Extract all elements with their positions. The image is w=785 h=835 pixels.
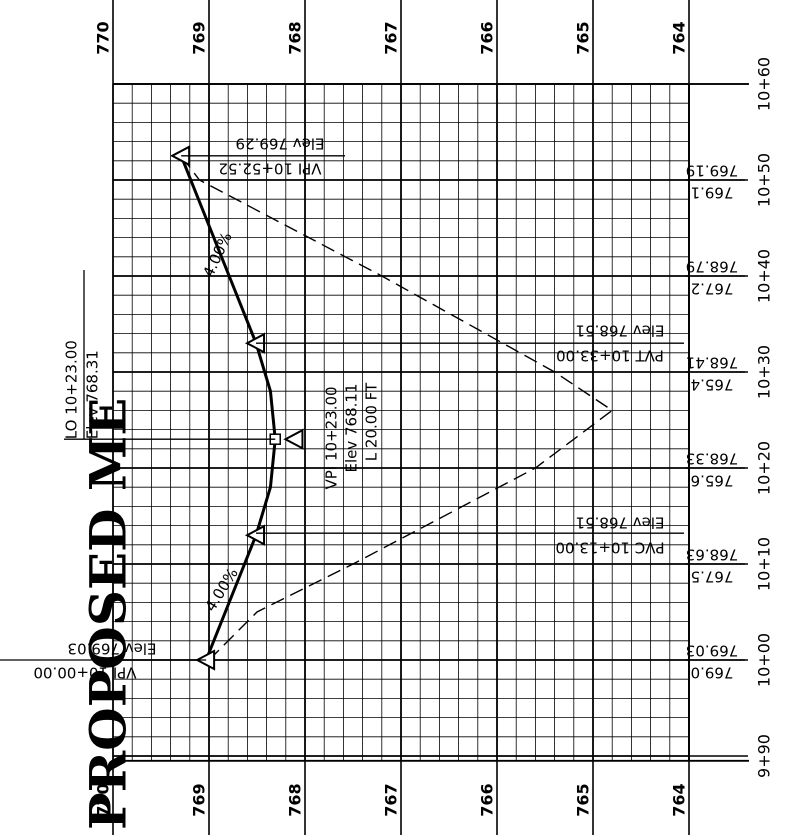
elevation-tick-label-bottom: 770 (94, 783, 113, 816)
station-label: 10+10 (755, 537, 774, 591)
elevation-tick-label-top: 766 (478, 21, 497, 54)
elevation-tick-label-bottom: 766 (478, 783, 497, 816)
vpi-mid-elevation: Elev 768.11 (343, 383, 361, 472)
elevation-tick-label-top: 767 (382, 21, 401, 54)
elevation-tick-label-top: 764 (670, 21, 689, 54)
vpi-end-elevation: Elev 769.29 (235, 134, 324, 152)
existing-ground-line (180, 155, 614, 661)
vpi-mid-length: L 20.00 FT (363, 382, 381, 461)
pvc-station: PVC 10+13.00 (555, 539, 664, 557)
existing-elevation-value: 767.5 (691, 568, 734, 586)
station-axis: 9+90 10+00 10+10 10+20 10+30 10+40 10+50 10+60 (755, 57, 774, 778)
existing-elevation-value: 765.6 (691, 472, 734, 490)
elevation-axis: 770 770 769 769 768 768 767 767 766 766 765 765 764 7… (94, 0, 749, 835)
proposed-grade-line (179, 155, 277, 661)
vpi-mid-station: VPI 10+23.00 (323, 386, 341, 489)
elevation-tick-label-top: 769 (190, 21, 209, 54)
station-label: 10+50 (755, 153, 774, 207)
pvc-elevation: Elev 768.51 (575, 514, 664, 532)
existing-elevation-value: 765.4 (691, 376, 734, 394)
vpi-start-station: VPI 10+00.00 (33, 664, 136, 682)
profile-curves (170, 145, 614, 671)
vpi-start-elevation: Elev 769.03 (67, 640, 156, 658)
existing-elevation-value: 769.1 (691, 184, 734, 202)
elevation-tick-label-top: 770 (94, 21, 113, 54)
grade-label-right: 4.00% (199, 229, 235, 280)
sheet-title: PROPOSED ME (79, 398, 138, 830)
vertex-marker (244, 524, 266, 546)
elevation-tick-label-bottom: 768 (286, 783, 305, 816)
proposed-elevation-value: 768.33 (686, 450, 739, 468)
proposed-elevation-value: 769.19 (686, 162, 739, 180)
elevation-tick-label-bottom: 764 (670, 783, 689, 816)
elevation-tick-label-bottom: 767 (382, 783, 401, 816)
proposed-elevation-value: 768.41 (686, 354, 739, 372)
annotations: VPI 10+00.00 Elev 769.03 VPI 10+52.52 Elev … (0, 134, 684, 682)
elevation-tick-label-bottom: 769 (190, 783, 209, 816)
grid (112, 83, 748, 761)
elevation-tick-label-top: 765 (574, 21, 593, 54)
low-point-station: LO 10+23.00 (63, 340, 81, 439)
vertex-marker (283, 428, 304, 450)
proposed-elevation-value: 768.79 (686, 258, 739, 276)
existing-elevation-value: 767.2 (691, 280, 734, 298)
vpi-end-station: VPI 10+52.52 (218, 159, 321, 177)
station-label: 10+00 (755, 633, 774, 687)
station-label: 10+30 (755, 345, 774, 399)
station-label: 9+90 (755, 734, 774, 778)
pvt-elevation: Elev 768.51 (575, 322, 664, 340)
existing-elevation-value: 769.0 (691, 664, 734, 682)
station-label: 10+60 (755, 57, 774, 111)
station-label: 10+20 (755, 441, 774, 495)
proposed-elevation-value: 768.63 (686, 546, 739, 564)
proposed-elevation-value: 769.03 (686, 642, 739, 660)
elevation-tick-label-top: 768 (286, 21, 305, 54)
elevation-value-columns: 769.0 767.5 765.6 765.4 767.2 769.1 769.03 768.… (686, 162, 745, 682)
pvt-station: PVT 10+33.00 (556, 347, 664, 365)
low-point-elevation: Elev 768.31 (84, 350, 102, 439)
station-label: 10+40 (755, 249, 774, 303)
elevation-tick-label-bottom: 765 (574, 783, 593, 816)
